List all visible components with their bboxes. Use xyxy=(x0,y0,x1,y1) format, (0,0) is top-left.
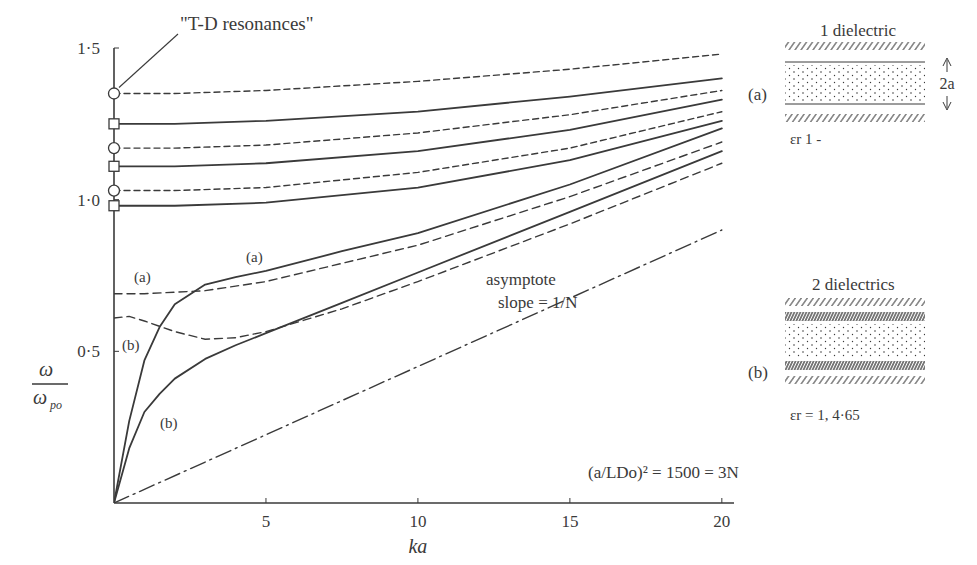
inset: 2 dielectrics (b) εr = 1, 4·65 xyxy=(748,275,925,423)
curve-label: (a) xyxy=(134,269,151,286)
inset-label: (b) xyxy=(748,363,768,382)
curve xyxy=(114,128,722,503)
markers xyxy=(109,88,120,211)
chart: 51015200·51·01·5kaωωpo(a)(a)(b)(b)"T-D r… xyxy=(0,0,977,565)
x-tick-label: 20 xyxy=(713,512,730,531)
y-tick xyxy=(114,351,119,352)
y-axis-title-sub: po xyxy=(49,398,62,412)
resonance-marker xyxy=(109,185,120,196)
y-tick-label: 1·0 xyxy=(77,191,100,210)
curve-label: (b) xyxy=(160,415,178,432)
inset-title: 1 dielectric xyxy=(820,21,896,40)
resonance-marker xyxy=(109,161,119,171)
plasma xyxy=(785,324,925,358)
x-tick xyxy=(721,498,722,503)
annotation: asymptote xyxy=(486,270,556,289)
curve-label: (b) xyxy=(122,337,140,354)
plasma xyxy=(785,65,925,101)
x-tick-label: 10 xyxy=(409,512,426,531)
boundary xyxy=(785,104,925,105)
y-axis-title: ω xyxy=(39,358,53,380)
dim-arrowhead xyxy=(943,102,951,110)
dielectric-slab xyxy=(785,312,925,321)
annotation: (a/LDo)² = 1500 = 3N xyxy=(588,463,739,482)
permittivity: εr 1 - xyxy=(790,131,821,147)
x-tick-label: 15 xyxy=(561,512,578,531)
x-axis xyxy=(114,502,734,504)
dim-arrowhead xyxy=(943,58,951,66)
resonance-marker xyxy=(109,143,120,154)
dimension-label: 2a xyxy=(939,75,954,92)
curve xyxy=(114,121,722,206)
y-tick xyxy=(114,199,119,200)
inset-title: 2 dielectrics xyxy=(812,275,895,294)
resonance-marker xyxy=(109,201,119,211)
y-tick xyxy=(114,48,119,49)
dielectric-slab xyxy=(785,361,925,370)
x-axis-title: ka xyxy=(408,535,427,557)
dim-arrow xyxy=(947,60,948,72)
y-tick-label: 0·5 xyxy=(77,342,100,361)
x-tick-label: 5 xyxy=(262,512,271,531)
dim-arrow xyxy=(947,96,948,108)
leader-line xyxy=(119,34,178,88)
resonance-marker xyxy=(109,119,119,129)
curve xyxy=(114,112,722,191)
inset: 1 dielectric (a) 2a εr 1 - xyxy=(748,21,955,147)
inset-label: (a) xyxy=(748,85,767,104)
x-tick xyxy=(417,498,418,503)
annotation: slope = 1/N xyxy=(498,293,577,312)
curve xyxy=(114,90,722,148)
plate-hatch xyxy=(785,298,925,306)
curve xyxy=(114,54,722,93)
fraction-bar xyxy=(32,383,68,384)
permittivity: εr = 1, 4·65 xyxy=(790,407,860,423)
resonance-marker xyxy=(109,88,120,99)
plate-hatch xyxy=(785,114,925,122)
lines xyxy=(114,54,722,503)
boundary xyxy=(785,62,925,63)
annotation: "T-D resonances" xyxy=(180,13,314,34)
y-axis xyxy=(113,48,115,503)
plate-hatch xyxy=(785,376,925,384)
x-tick xyxy=(265,498,266,503)
y-axis-title: ω xyxy=(33,386,47,408)
y-tick-label: 1·5 xyxy=(77,39,100,58)
curve-label: (a) xyxy=(246,249,263,266)
x-tick xyxy=(569,498,570,503)
plate-hatch xyxy=(785,42,925,50)
